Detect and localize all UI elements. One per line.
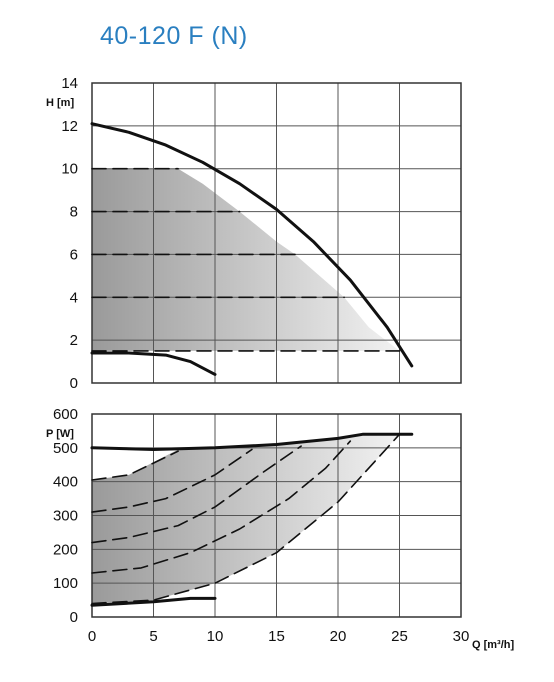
power-y-tick-label-2: 200 [53, 541, 78, 558]
power-y-tick-label-4: 400 [53, 474, 78, 491]
power-y-axis-label: P [W] [46, 428, 74, 440]
head-y-tick-label-3: 6 [70, 246, 78, 263]
power-y-tick-label-5: 500 [53, 440, 78, 457]
power-y-tick-label-6: 600 [53, 406, 78, 423]
power-y-tick-label-0: 0 [70, 609, 78, 626]
power-x-tick-label-2: 10 [207, 628, 224, 645]
head-y-tick-label-1: 2 [70, 332, 78, 349]
power-series-3 [91, 448, 253, 513]
head-series-1 [90, 351, 217, 376]
power-series-6 [91, 433, 401, 605]
power-series-1 [90, 596, 217, 607]
power-x-tick-label-4: 20 [330, 628, 347, 645]
head-y-tick-label-4: 8 [70, 204, 78, 221]
head-y-tick-label-7: 14 [61, 75, 78, 92]
power-x-tick-label-6: 30 [453, 628, 470, 645]
power-x-tick-label-1: 5 [149, 628, 157, 645]
power-series-5 [91, 440, 352, 574]
power-x-tick-label-0: 0 [88, 628, 96, 645]
head-y-axis-label: H [m] [46, 97, 74, 109]
head-y-tick-label-5: 10 [61, 161, 78, 178]
power-y-tick-label-1: 100 [53, 575, 78, 592]
head-y-tick-label-0: 0 [70, 375, 78, 392]
power-series-2 [91, 450, 179, 481]
head-y-tick-label-6: 12 [61, 118, 78, 135]
power-x-tick-label-3: 15 [268, 628, 285, 645]
power-series-0 [90, 432, 414, 451]
power-operating-area [92, 434, 400, 604]
head-plot-frame [91, 82, 462, 384]
power-x-tick-label-5: 25 [391, 628, 408, 645]
chart-title: 40-120 F (N) [100, 22, 248, 50]
head-y-tick-label-2: 4 [70, 289, 78, 306]
power-series-4 [91, 445, 302, 544]
head-series-0 [90, 122, 414, 368]
power-y-tick-label-3: 300 [53, 508, 78, 525]
power-plot-frame [91, 413, 462, 618]
power-x-axis-label: Q [m³/h] [472, 639, 514, 651]
head-operating-area [92, 168, 400, 351]
